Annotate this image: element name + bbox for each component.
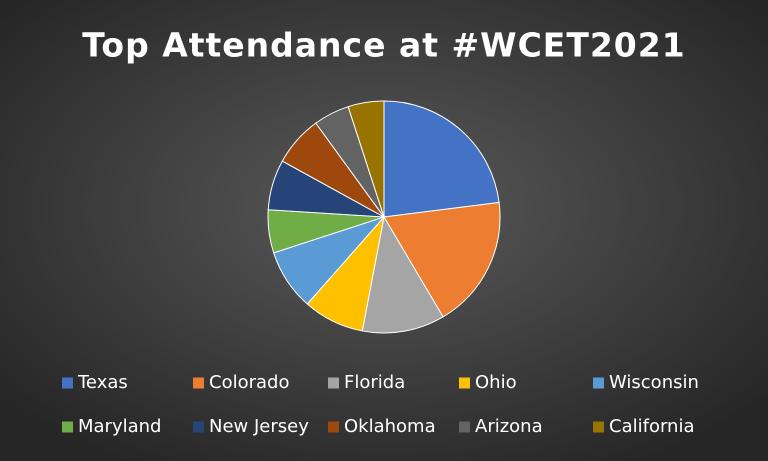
pie-slice	[383, 100, 500, 218]
legend-swatch	[328, 421, 339, 433]
legend-label: Arizona	[475, 416, 543, 437]
legend-label: Colorado	[209, 372, 289, 393]
legend-label: Maryland	[78, 416, 161, 437]
legend-swatch	[193, 377, 204, 389]
legend-label: Oklahoma	[344, 416, 436, 437]
legend-swatch	[459, 377, 470, 389]
legend-swatch	[593, 421, 604, 433]
pie-slice	[361, 215, 444, 334]
pie-slice	[383, 201, 501, 318]
legend-swatch	[459, 421, 470, 433]
legend-swatch	[193, 421, 204, 433]
legend-label: Texas	[77, 372, 128, 393]
chart-title: Top Attendance at #WCET2021	[82, 26, 685, 65]
legend-label: California	[609, 416, 694, 437]
legend-swatch	[62, 421, 73, 433]
pie-slice	[347, 100, 385, 218]
legend-label: New Jersey	[209, 416, 309, 437]
legend-label: Ohio	[475, 372, 517, 393]
legend-label: Wisconsin	[609, 372, 699, 393]
legend-swatch	[593, 377, 604, 389]
legend-swatch	[328, 377, 339, 389]
legend-label: Florida	[344, 372, 405, 393]
legend-swatch	[62, 377, 73, 389]
